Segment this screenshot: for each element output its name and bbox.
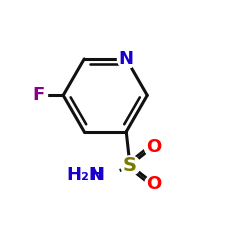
Text: O: O <box>146 138 161 156</box>
Text: F: F <box>32 86 44 104</box>
Text: N: N <box>119 50 134 68</box>
Text: O: O <box>146 175 161 193</box>
Text: H₂N: H₂N <box>66 166 104 184</box>
Text: S: S <box>123 156 137 174</box>
Text: H: H <box>89 166 104 184</box>
